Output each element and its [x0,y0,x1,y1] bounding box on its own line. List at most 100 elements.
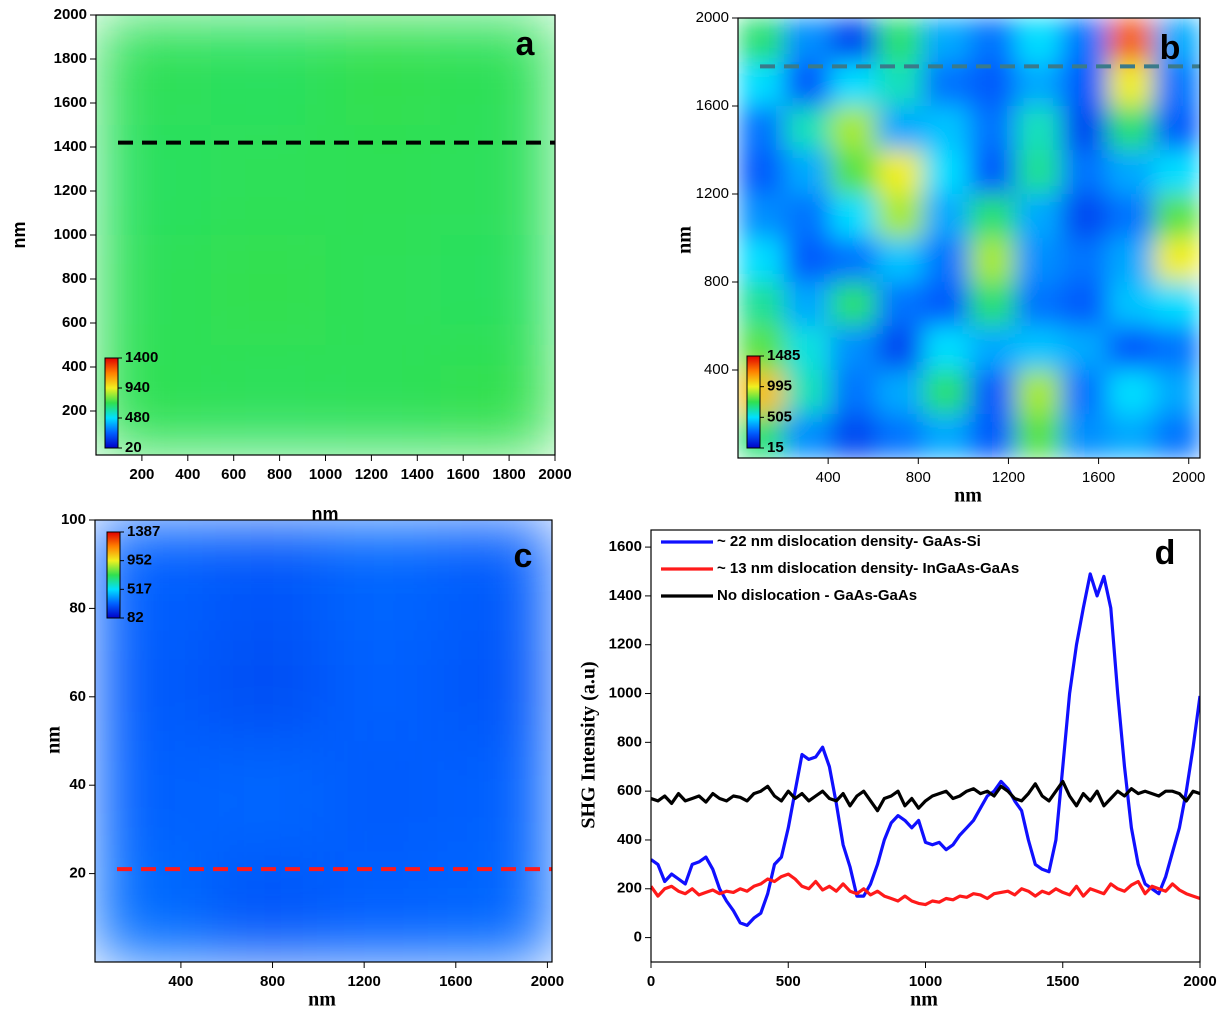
heatmap-cell [876,370,924,415]
heatmap-cell [323,630,439,742]
x-tick-label: 1200 [347,973,380,990]
plot-area [651,572,1200,927]
y-axis-label: SHG Intensity (a.u) [578,661,600,828]
heatmap-cell [876,18,924,63]
y-tick-label: 800 [62,270,87,287]
heatmap-cell [969,414,1016,458]
plot-area [738,18,1200,458]
heatmap-cell [323,741,439,853]
heatmap-cell [738,370,785,415]
plot-area [95,520,552,962]
heatmap-cell [1153,194,1200,239]
heatmap-cell [209,520,325,632]
y-tick-label: 0 [634,929,642,946]
heatmap-cell [1061,326,1109,371]
heatmap-cell [437,741,552,853]
y-tick-label: 1000 [54,226,87,243]
heatmap-cell [738,194,785,239]
heatmap-cell [830,370,878,415]
panel-label: a [516,25,536,63]
y-tick-label: 1600 [696,97,729,114]
panel-label: c [514,537,533,575]
x-tick-label: 1600 [439,973,472,990]
heatmap-cell [830,18,878,63]
y-tick-label: 600 [617,782,642,799]
heatmap-cell [830,62,878,107]
heatmap-cell [922,106,970,151]
colorbar-label: 15 [767,439,784,456]
heatmap-cell [738,282,785,327]
heatmap-cell [209,630,325,742]
x-tick-label: 1000 [309,466,342,483]
x-tick-label: 1200 [992,469,1025,486]
y-tick-label: 2000 [696,9,729,26]
heatmap-cell [969,238,1016,283]
colorbar-label: 1387 [127,523,160,540]
heatmap-cell [1107,282,1155,327]
heatmap-cell [969,326,1016,371]
heatmap-cell [830,238,878,283]
heatmap-cell [1153,106,1200,151]
heatmap-cell [1015,18,1062,63]
heatmap-cell [1061,62,1109,107]
heatmap-cell [922,150,970,195]
heatmap-cell [922,62,970,107]
x-tick-label: 1600 [447,466,480,483]
heatmap-cell [830,414,878,458]
heatmap-cell [1015,150,1062,195]
heatmap-cell [784,18,831,63]
heatmap-cell [738,62,785,107]
y-tick-label: 80 [69,599,86,616]
heatmap-cell [1015,106,1062,151]
y-axis-label: nm [9,222,29,249]
heatmap-cell [1107,62,1155,107]
y-tick-label: 2000 [54,6,87,23]
heatmap-cell [95,741,210,853]
heatmap-cell [784,370,831,415]
legend-label: ~ 22 nm dislocation density- GaAs-Si [717,533,981,550]
x-tick-label: 500 [776,973,801,990]
y-tick-label: 200 [617,880,642,897]
x-tick-label: 1600 [1082,469,1115,486]
heatmap-cell [325,345,441,455]
colorbar [104,357,119,449]
heatmap-cell [876,414,924,458]
heatmap-cell [1153,18,1200,63]
heatmap-cell [437,520,552,632]
heatmap-cell [1015,414,1062,458]
heatmap-cell [969,150,1016,195]
heatmap-cell [830,106,878,151]
plot-frame [737,17,1201,459]
colorbar-label: 995 [767,378,792,395]
heatmap-cell [440,15,555,126]
heatmap-cell [210,15,327,126]
heatmap-cell [784,326,831,371]
x-tick-label: 200 [129,466,154,483]
heatmap-cell [1153,414,1200,458]
series-line [651,779,1200,813]
heatmap-cell [210,345,327,455]
x-axis-label: nm [954,485,982,507]
heatmap-cell [1153,238,1200,283]
heatmap-cell [922,18,970,63]
heatmap-cell [969,106,1016,151]
heatmap-cell [96,235,212,346]
heatmap-cell [876,238,924,283]
x-tick-label: 800 [267,466,292,483]
colorbar [106,531,121,619]
y-tick-label: 1400 [54,138,87,155]
heatmap-cell [922,326,970,371]
heatmap-cell [96,15,212,126]
heatmap-cell [325,235,441,346]
y-tick-label: 400 [617,831,642,848]
x-tick-label: 2000 [1183,973,1216,990]
x-tick-label: 400 [816,469,841,486]
y-axis-label: nm [674,226,696,254]
heatmap-cell [876,106,924,151]
heatmap-cell [784,282,831,327]
y-tick-label: 800 [617,733,642,750]
colorbar [746,355,761,449]
x-tick-label: 1400 [401,466,434,483]
x-tick-label: 800 [906,469,931,486]
